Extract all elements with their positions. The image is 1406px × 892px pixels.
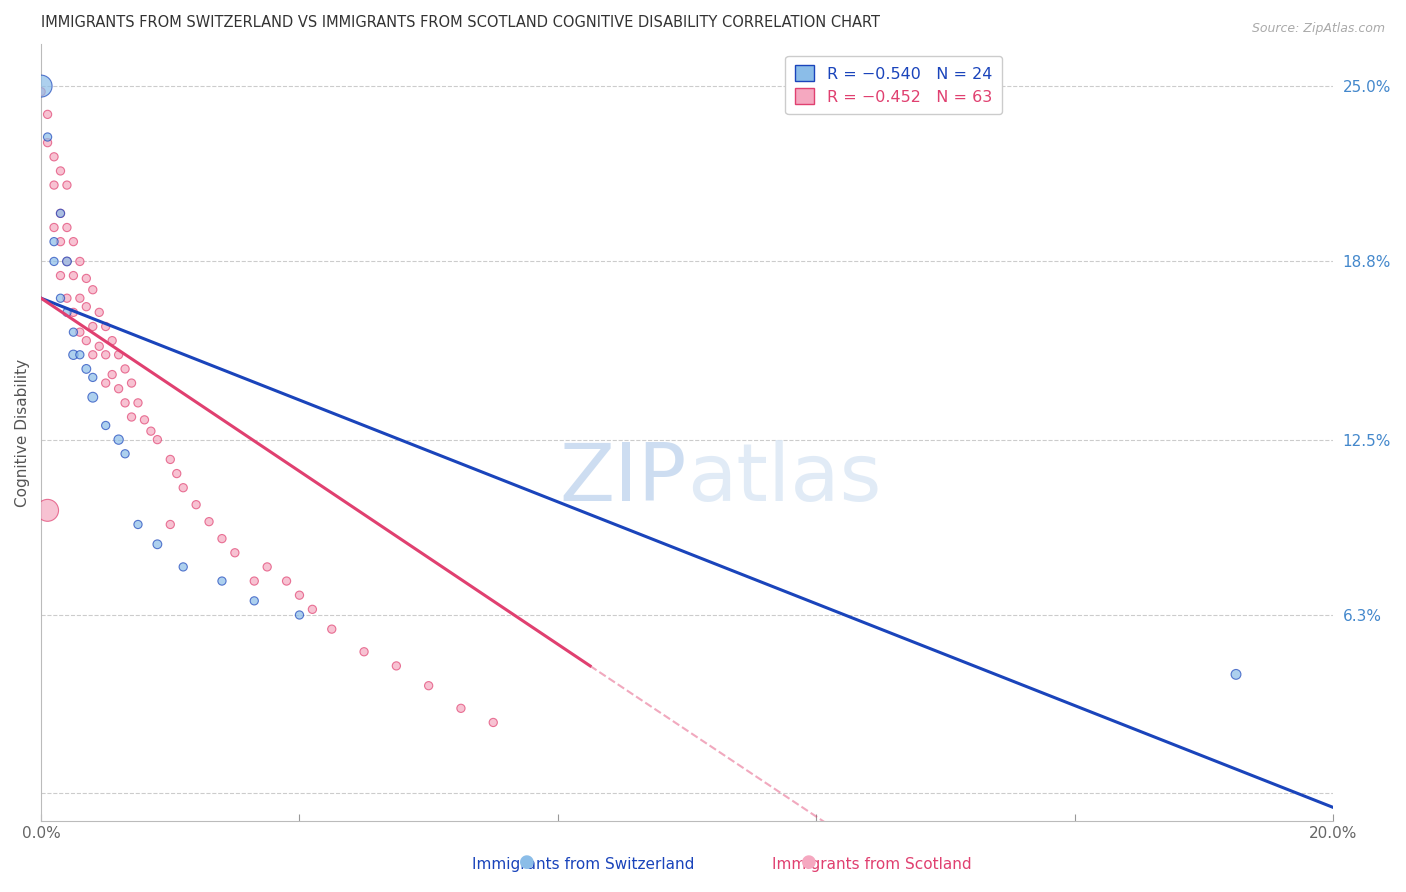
Point <box>82 319 104 334</box>
Point <box>166 467 188 481</box>
Point <box>288 588 311 602</box>
Point <box>62 268 84 283</box>
Point <box>69 291 91 305</box>
Point <box>37 136 59 150</box>
Point <box>243 594 266 608</box>
Point <box>94 418 117 433</box>
Point <box>127 396 149 410</box>
Point <box>75 300 97 314</box>
Point <box>42 254 65 268</box>
Point <box>56 291 79 305</box>
Point <box>69 325 91 339</box>
Point <box>94 376 117 390</box>
Point <box>1225 667 1247 681</box>
Legend: R = −0.540   N = 24, R = −0.452   N = 63: R = −0.540 N = 24, R = −0.452 N = 63 <box>786 55 1002 114</box>
Point <box>49 164 72 178</box>
Point <box>75 271 97 285</box>
Text: ●: ● <box>519 853 536 871</box>
Point <box>107 433 129 447</box>
Text: IMMIGRANTS FROM SWITZERLAND VS IMMIGRANTS FROM SCOTLAND COGNITIVE DISABILITY COR: IMMIGRANTS FROM SWITZERLAND VS IMMIGRANT… <box>41 15 880 30</box>
Point <box>89 305 111 319</box>
Point <box>37 130 59 145</box>
Point <box>159 452 181 467</box>
Point <box>49 206 72 220</box>
Point <box>114 396 136 410</box>
Point <box>114 447 136 461</box>
Point <box>30 85 52 99</box>
Point <box>211 574 233 588</box>
Point <box>30 79 52 94</box>
Point <box>56 220 79 235</box>
Point <box>42 235 65 249</box>
Point <box>353 645 375 659</box>
Point <box>172 560 194 574</box>
Point <box>62 305 84 319</box>
Point <box>49 268 72 283</box>
Point <box>94 348 117 362</box>
Point <box>114 362 136 376</box>
Point <box>101 368 124 382</box>
Point <box>56 178 79 192</box>
Text: Immigrants from Switzerland: Immigrants from Switzerland <box>472 857 695 872</box>
Point <box>385 659 408 673</box>
Point <box>89 339 111 353</box>
Text: atlas: atlas <box>688 441 882 518</box>
Point <box>107 382 129 396</box>
Point <box>184 498 207 512</box>
Text: Immigrants from Scotland: Immigrants from Scotland <box>772 857 972 872</box>
Point <box>62 348 84 362</box>
Point <box>482 715 505 730</box>
Point <box>62 235 84 249</box>
Point <box>146 537 169 551</box>
Point <box>301 602 323 616</box>
Point <box>172 481 194 495</box>
Point <box>56 254 79 268</box>
Point <box>288 607 311 622</box>
Point <box>69 348 91 362</box>
Point <box>94 319 117 334</box>
Point <box>49 291 72 305</box>
Point <box>82 370 104 384</box>
Point <box>418 679 440 693</box>
Text: ZIP: ZIP <box>560 441 688 518</box>
Point <box>146 433 169 447</box>
Point <box>243 574 266 588</box>
Point <box>56 305 79 319</box>
Point <box>75 334 97 348</box>
Point <box>42 178 65 192</box>
Point <box>82 283 104 297</box>
Point <box>42 220 65 235</box>
Point <box>224 546 246 560</box>
Point <box>134 413 156 427</box>
Text: ●: ● <box>800 853 817 871</box>
Point <box>211 532 233 546</box>
Point <box>37 107 59 121</box>
Point <box>121 376 143 390</box>
Point <box>49 235 72 249</box>
Point <box>121 409 143 424</box>
Point <box>75 362 97 376</box>
Point <box>82 348 104 362</box>
Point <box>276 574 298 588</box>
Point <box>256 560 278 574</box>
Point <box>62 325 84 339</box>
Y-axis label: Cognitive Disability: Cognitive Disability <box>15 359 30 507</box>
Point <box>49 206 72 220</box>
Point <box>37 503 59 517</box>
Point <box>127 517 149 532</box>
Point <box>450 701 472 715</box>
Point <box>82 390 104 404</box>
Text: Source: ZipAtlas.com: Source: ZipAtlas.com <box>1251 22 1385 36</box>
Point <box>42 150 65 164</box>
Point <box>107 348 129 362</box>
Point <box>159 517 181 532</box>
Point <box>101 334 124 348</box>
Point <box>139 424 162 438</box>
Point <box>321 622 343 636</box>
Point <box>56 254 79 268</box>
Point <box>69 254 91 268</box>
Point <box>198 515 221 529</box>
